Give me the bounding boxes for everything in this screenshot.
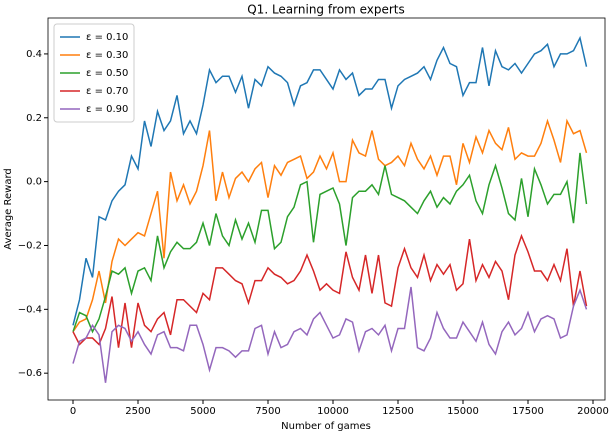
series-line — [72, 286, 588, 383]
y-tick-label: 0.4 — [26, 49, 42, 60]
x-tick-label: 5000 — [190, 406, 215, 417]
y-axis-label: Average Reward — [3, 168, 14, 249]
legend-label: ε = 0.50 — [86, 68, 128, 79]
x-tick-label: 10000 — [317, 406, 349, 417]
y-tick-label: −0.4 — [18, 304, 42, 315]
legend-label: ε = 0.70 — [86, 86, 128, 97]
chart-title: Q1. Learning from experts — [247, 3, 405, 17]
series-line — [72, 35, 588, 326]
y-tick-label: 0.2 — [26, 113, 42, 124]
y-tick-label: 0.0 — [26, 177, 42, 188]
x-tick-label: 0 — [70, 406, 76, 417]
series-line — [72, 152, 588, 334]
x-tick-label: 12500 — [382, 406, 414, 417]
x-tick-label: 20000 — [577, 406, 609, 417]
x-axis-label: Number of games — [281, 421, 371, 432]
y-tick-label: −0.2 — [18, 240, 42, 251]
plot-frame — [47, 17, 606, 401]
series-line — [72, 118, 588, 333]
x-tick-label: 17500 — [512, 406, 544, 417]
legend-box — [53, 23, 135, 123]
legend-label: ε = 0.90 — [86, 104, 128, 115]
legend: ε = 0.10 ε = 0.30 ε = 0.50 ε = 0.70 ε = 0.90 — [53, 23, 135, 123]
legend-label: ε = 0.10 — [86, 32, 128, 43]
x-tick-label: 2500 — [125, 406, 150, 417]
series-line — [72, 233, 588, 348]
legend-label: ε = 0.30 — [86, 50, 128, 61]
x-tick-label: 15000 — [447, 406, 479, 417]
x-tick-label: 7500 — [255, 406, 280, 417]
y-tick-label: −0.6 — [18, 368, 42, 379]
